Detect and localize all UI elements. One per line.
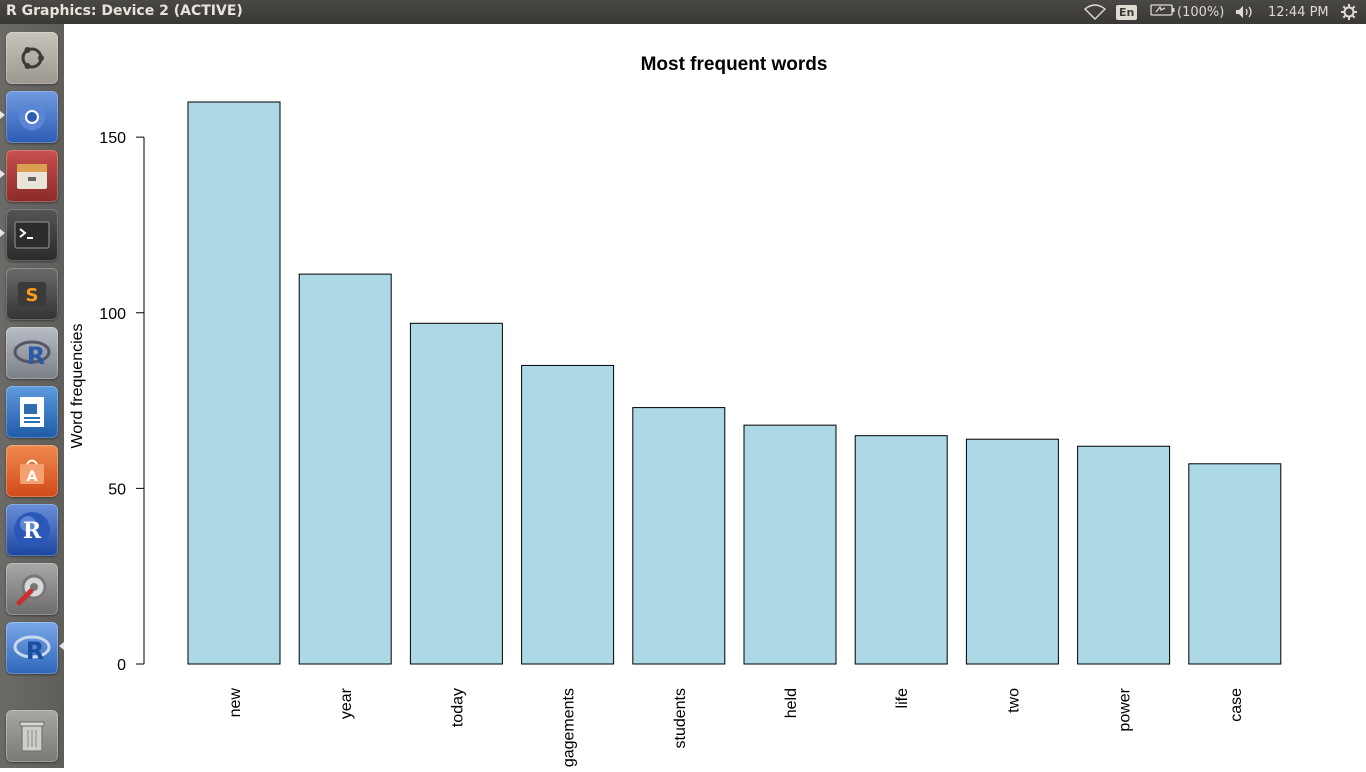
battery-indicator[interactable]: (100%) [1150,0,1224,24]
svg-text:R: R [26,637,44,664]
session-gear-icon[interactable] [1340,0,1358,24]
keyboard-layout-indicator[interactable]: En [1116,0,1138,24]
clock-time: 12:44 PM [1268,4,1329,20]
rstudio-icon[interactable]: R [6,622,58,674]
software-center-icon[interactable]: A [6,445,58,497]
chart-title: Most frequent words [641,54,828,75]
battery-percent: (100%) [1177,4,1225,20]
bar-life [854,435,948,665]
svg-text:A: A [27,469,38,485]
bar-engagements [521,364,615,665]
x-tick-label: two [1005,688,1022,713]
svg-text:R: R [27,342,45,369]
svg-text:R: R [23,518,42,544]
top-panel: R Graphics: Device 2 (ACTIVE) En (100%) … [0,0,1366,24]
sublime-text-icon[interactable]: S [6,268,58,320]
y-axis: 0 50 100 150 [99,130,145,674]
system-settings-icon[interactable] [6,563,58,615]
y-axis-label: Word frequencies [69,323,86,448]
r-logo-icon[interactable]: R [6,327,58,379]
x-tick-label: today [449,688,466,727]
trash-icon[interactable] [6,710,58,762]
files-icon[interactable] [6,150,58,202]
terminal-icon[interactable] [6,209,58,261]
ubuntu-dash-icon[interactable] [6,32,58,84]
x-tick-label: new [227,688,244,718]
bar-chart: Most frequent words Word frequencies 0 50… [69,54,1282,772]
svg-text:S: S [26,285,39,306]
window-title: R Graphics: Device 2 (ACTIVE) [6,3,243,19]
wifi-icon[interactable] [1084,0,1106,24]
bar-today [409,322,503,665]
bar-held [743,424,837,665]
bar-students [632,407,726,665]
volume-icon[interactable] [1234,0,1256,24]
y-tick-label: 100 [99,306,126,323]
keyboard-layout-label: En [1116,4,1138,20]
x-axis-labels: new year today engagements students held life t… [227,687,1245,772]
libreoffice-impress-icon[interactable] [6,386,58,438]
y-tick-label: 50 [108,481,126,498]
chromium-icon[interactable] [6,91,58,143]
bar-year [298,273,392,665]
y-tick-label: 0 [117,657,126,674]
plot-area: Most frequent words Word frequencies 0 50… [64,24,1366,772]
x-tick-label: year [338,687,355,719]
y-tick-label: 150 [99,130,126,147]
r-globe-icon[interactable]: R [6,504,58,556]
battery-icon [1150,3,1176,21]
bar-two [965,438,1059,665]
bars [187,101,1282,665]
bar-new [187,101,281,665]
x-tick-label: power [1117,687,1134,731]
x-tick-label: students [672,688,689,748]
x-tick-label: held [783,688,800,718]
bar-power [1077,445,1171,665]
x-tick-label: case [1228,688,1245,722]
clock[interactable]: 12:44 PM [1268,0,1329,24]
bar-case [1188,463,1282,665]
x-tick-label: life [894,688,911,709]
launcher: S R A R R [0,24,64,768]
x-tick-label: engagements [561,688,578,768]
